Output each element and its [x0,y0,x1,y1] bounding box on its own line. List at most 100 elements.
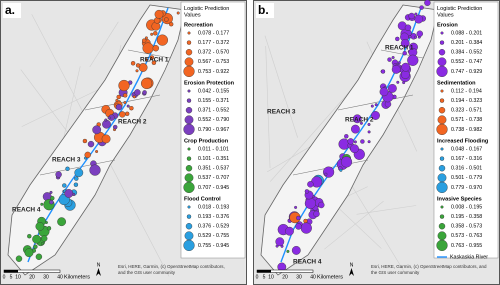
site-marker [141,38,147,43]
legend-title-line: Values [437,13,454,19]
site-marker [275,237,285,247]
site-marker [367,140,371,144]
site-marker [304,197,317,210]
site-marker [153,31,158,36]
reach-label: REACH 3 [267,109,296,116]
site-marker [347,138,354,145]
site-marker [55,171,62,178]
site-marker [322,166,335,178]
reach-label: REACH 2 [118,119,147,126]
site-marker [324,172,328,176]
site-marker [353,140,357,144]
site-marker [112,124,118,130]
legend-swatch [183,123,195,135]
site-marker [101,134,111,144]
legend-range: 0.552 - 0.790 [198,117,229,123]
legend-group-title: Erosion [437,22,458,28]
legend-river-label: Kaskaskia River [450,254,488,260]
site-marker [154,9,164,19]
reach-label: REACH 2 [345,117,374,124]
site-marker [285,226,294,236]
attribution: Esri, HERE, Garmin, (c) OpenStreetMap co… [118,264,225,269]
site-marker [144,36,148,40]
road [324,200,384,250]
site-marker [360,139,365,144]
site-marker [32,234,41,244]
scale-tick: 20 [29,274,35,280]
site-marker [40,241,44,245]
legend-range: 0.177 - 0.372 [198,40,229,46]
legend-title-line: Values [184,13,201,19]
legend-swatch [436,65,448,78]
site-marker [339,168,343,172]
site-marker [400,39,410,48]
site-marker [168,22,174,27]
site-marker [396,80,400,84]
legend-range: 0.755 - 0.945 [198,243,229,249]
site-marker [135,63,141,68]
site-marker [391,65,401,74]
site-marker [123,100,127,104]
legend-range: 0.738 - 0.982 [451,127,482,133]
legend-swatch [185,164,193,172]
attribution: Esri, HERE, Garmin, (c) OpenStreetMap co… [371,264,487,269]
site-marker [351,124,360,134]
north-arrow [96,268,101,276]
legend-group-title: Sedimentation [437,80,476,86]
legend-swatch [187,205,191,209]
site-marker [408,35,412,39]
legend-swatch [184,115,194,125]
site-marker [395,36,400,42]
site-marker [419,5,424,10]
site-marker [82,138,88,144]
site-marker [84,151,91,159]
site-marker [62,183,67,188]
legend-range: 0.194 - 0.323 [451,98,482,104]
scale-tick: 5 [263,274,266,280]
site-marker [380,69,386,74]
legend-range: 0.501 - 0.779 [451,175,482,181]
legend-swatch [184,173,194,183]
legend-swatch [187,31,191,35]
site-marker [122,93,128,98]
legend-swatch [438,164,446,172]
legend-range: 0.376 - 0.529 [198,224,229,230]
site-marker [387,84,397,93]
site-marker [132,95,136,99]
legend-swatch [437,115,447,125]
legend-range: 0.790 - 0.967 [198,127,229,133]
legend-range: 0.384 - 0.552 [451,50,482,56]
site-marker [115,103,123,111]
site-marker [74,176,79,181]
site-marker [41,235,48,242]
site-marker [142,42,154,54]
site-marker [318,201,325,209]
legend-range: 0.018 - 0.193 [198,204,229,210]
legend-range: 0.529 - 0.755 [198,233,229,239]
site-marker [144,58,148,62]
legend-swatch [438,106,446,114]
site-marker [138,63,148,72]
site-marker [15,255,23,262]
site-marker [307,181,314,188]
site-marker [27,233,32,239]
site-marker [74,168,84,178]
site-marker [379,87,389,97]
legend-range: 0.571 - 0.738 [451,117,482,123]
panel-label-box [256,3,274,18]
site-marker [387,57,392,62]
site-marker [291,245,301,255]
site-marker [397,61,401,65]
legend-swatch [437,231,447,241]
legend-swatch [185,222,193,230]
site-marker [129,105,134,111]
scale-tick: 40 [310,274,316,280]
site-marker [40,202,44,206]
legend-range: 0.011 - 0.101 [198,146,229,152]
legend-range: 0.088 - 0.201 [451,30,482,36]
site-marker [295,223,302,230]
legend-range: 0.195 - 0.358 [451,214,482,220]
site-marker [92,125,102,135]
scale-bar-fill [4,270,18,273]
legend-swatch [186,214,192,219]
